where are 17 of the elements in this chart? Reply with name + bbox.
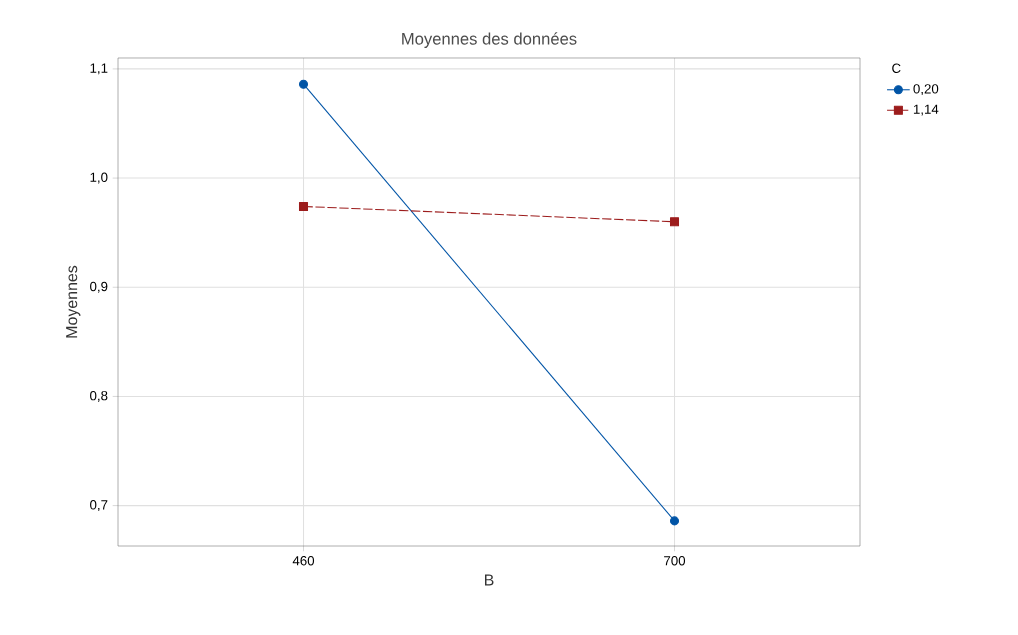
legend-label: 0,20 xyxy=(913,84,939,96)
point xyxy=(298,79,309,89)
y-axis-title: Moyennes xyxy=(66,265,81,338)
y-tick-label: 0,8 xyxy=(90,390,108,402)
chart-title: Moyennes des données xyxy=(402,32,577,48)
legend-title: C xyxy=(892,63,901,73)
point xyxy=(669,516,680,526)
x-axis-title: B xyxy=(485,574,494,586)
x-tick-label: 700 xyxy=(664,556,686,566)
x-tick-label: 460 xyxy=(292,556,315,566)
y-tick-label: 0,9 xyxy=(90,281,108,293)
y-tick-label: 0,7 xyxy=(90,500,108,512)
legend-label: 1,14 xyxy=(913,104,939,116)
y-tick-label: 1,0 xyxy=(90,172,108,184)
point xyxy=(669,217,680,227)
y-tick-label: 1,1 xyxy=(90,63,108,75)
point xyxy=(298,201,309,211)
